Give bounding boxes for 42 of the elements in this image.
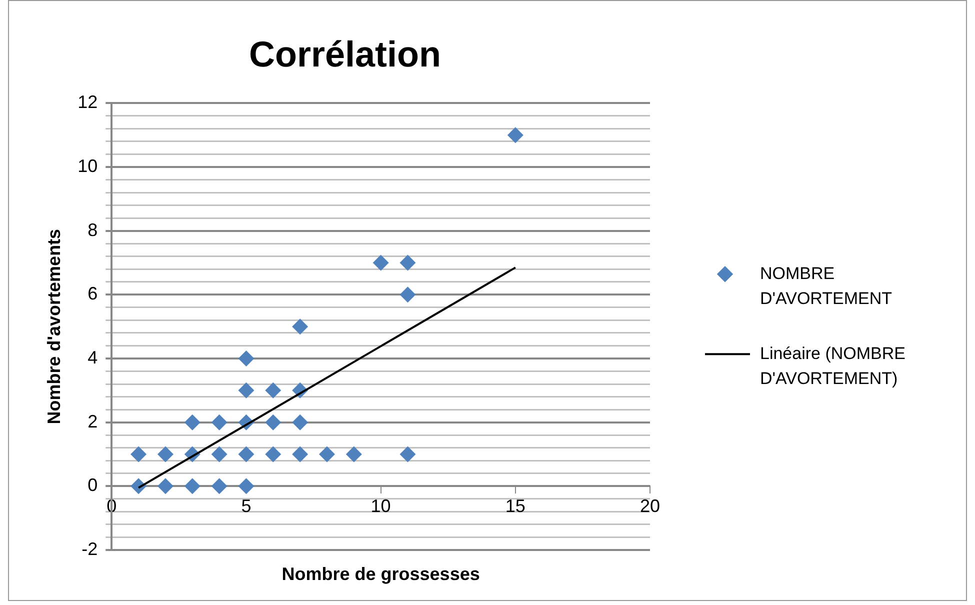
point bbox=[318, 446, 335, 462]
point bbox=[346, 446, 362, 462]
point bbox=[372, 254, 389, 271]
point bbox=[184, 478, 200, 494]
y-tick-label: 6 bbox=[88, 284, 98, 304]
x-tick-label: 20 bbox=[640, 496, 660, 516]
legend-label: NOMBRE D'AVORTEMENT bbox=[760, 264, 892, 308]
point bbox=[157, 478, 174, 494]
y-axis-title: Nombre d'avortements bbox=[44, 228, 64, 424]
point bbox=[184, 414, 200, 430]
x-axis-title: Nombre de grossesses bbox=[282, 564, 480, 584]
y-tick-label: 2 bbox=[88, 411, 98, 432]
x-tick-label: 10 bbox=[370, 496, 391, 516]
point bbox=[292, 414, 308, 430]
chart-title: Corrélation bbox=[248, 34, 442, 75]
point bbox=[265, 446, 282, 462]
point bbox=[292, 446, 308, 462]
point bbox=[265, 414, 282, 430]
point bbox=[265, 382, 282, 398]
y-tick-label: 12 bbox=[78, 92, 98, 112]
legend-label: Linéaire (NOMBRE D'AVORTEMENT) bbox=[760, 344, 906, 388]
point bbox=[211, 446, 228, 462]
x-tick-label: 15 bbox=[505, 496, 526, 516]
point bbox=[157, 446, 174, 462]
point bbox=[400, 286, 416, 303]
point bbox=[211, 478, 228, 494]
point bbox=[400, 446, 416, 462]
point bbox=[238, 478, 254, 494]
y-tick-label: -2 bbox=[82, 538, 98, 559]
x-tick-label: 5 bbox=[241, 496, 252, 516]
point bbox=[238, 350, 254, 367]
y-tick-label: 0 bbox=[88, 475, 98, 496]
point bbox=[211, 414, 228, 430]
y-tick-label: 4 bbox=[88, 347, 98, 368]
point bbox=[507, 127, 524, 144]
point bbox=[238, 446, 254, 462]
point bbox=[400, 254, 416, 271]
point bbox=[292, 318, 308, 335]
y-tick-label: 10 bbox=[78, 156, 98, 176]
point bbox=[238, 382, 254, 398]
point bbox=[130, 446, 147, 462]
y-tick-label: 8 bbox=[88, 220, 98, 240]
